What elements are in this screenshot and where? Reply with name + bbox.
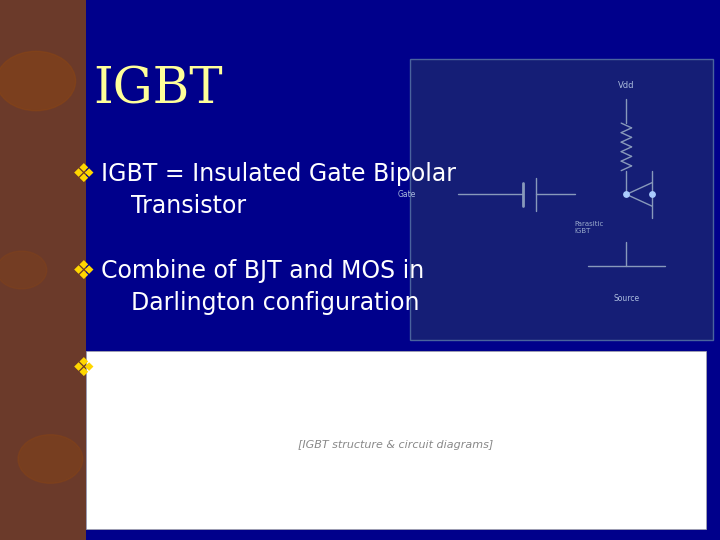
Circle shape bbox=[0, 51, 76, 111]
Text: IGBT = Insulated Gate Bipolar
    Transistor: IGBT = Insulated Gate Bipolar Transistor bbox=[101, 162, 456, 218]
Text: ❖: ❖ bbox=[72, 356, 96, 382]
Text: Combine of BJT and MOS in
    Darlington configuration: Combine of BJT and MOS in Darlington con… bbox=[101, 259, 424, 315]
Text: Source: Source bbox=[613, 294, 639, 303]
Point bbox=[647, 190, 658, 199]
FancyBboxPatch shape bbox=[410, 59, 713, 340]
Text: Vdd: Vdd bbox=[618, 80, 634, 90]
Point bbox=[621, 190, 632, 199]
Text: [IGBT structure & circuit diagrams]: [IGBT structure & circuit diagrams] bbox=[298, 441, 494, 450]
Text: Gate: Gate bbox=[398, 190, 416, 199]
FancyBboxPatch shape bbox=[0, 0, 86, 540]
Text: Parasitic
IGBT: Parasitic IGBT bbox=[575, 221, 604, 234]
Text: ❖: ❖ bbox=[72, 162, 96, 188]
Text: Gate drive (voltage drive): Gate drive (voltage drive) bbox=[101, 356, 406, 380]
Circle shape bbox=[0, 251, 47, 289]
Text: IGBT: IGBT bbox=[94, 65, 223, 114]
FancyBboxPatch shape bbox=[86, 351, 706, 529]
Text: ❖: ❖ bbox=[72, 259, 96, 285]
Circle shape bbox=[18, 435, 83, 483]
